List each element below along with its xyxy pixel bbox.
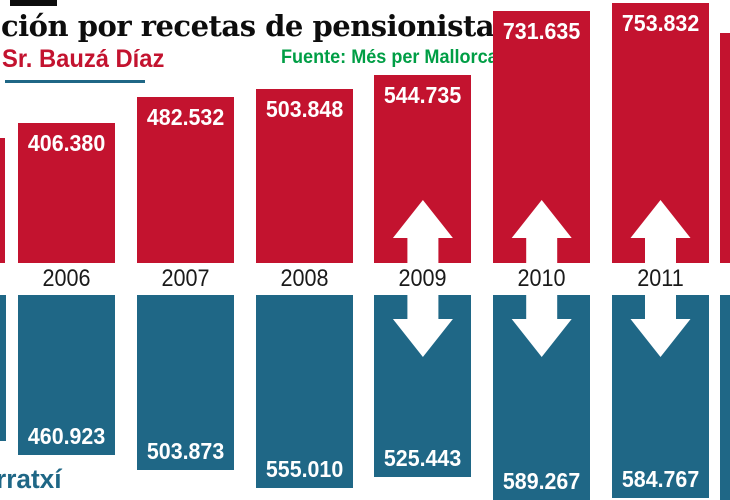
- series-bottom-label: rratxí: [0, 464, 62, 494]
- year-label-2011: 2011: [637, 265, 684, 292]
- bar-top-value-2009: 544.735: [384, 82, 462, 109]
- bar-top-value-2010: 731.635: [503, 17, 581, 44]
- year-label-2009: 2009: [398, 265, 447, 292]
- partial-bar-right-top: [720, 33, 730, 263]
- cropped-header-mark: [10, 0, 57, 6]
- bar-bottom-value-2006: 460.923: [27, 423, 106, 450]
- bar-top-value-2006: 406.380: [27, 129, 106, 156]
- year-label-2010: 2010: [517, 265, 566, 292]
- bar-bottom-2009: 525.443: [374, 295, 472, 478]
- year-label-2006: 2006: [42, 265, 91, 292]
- bar-top-2011: 753.832: [612, 3, 709, 263]
- partial-bar-right-bottom: [720, 295, 730, 500]
- bar-top-2010: 731.635: [493, 10, 591, 263]
- series-top-label: Sr. Bauzá Díaz: [2, 45, 165, 73]
- bar-top-2006: 406.380: [18, 122, 115, 263]
- bar-bottom-value-2009: 525.443: [384, 445, 462, 472]
- year-label-2007: 2007: [161, 265, 210, 292]
- bar-top-value-2011: 753.832: [621, 10, 700, 37]
- bar-top-2009: 544.735: [374, 75, 472, 263]
- bar-bottom-value-2010: 589.267: [503, 467, 581, 494]
- bar-top-2008: 503.848: [255, 89, 353, 263]
- bar-bottom-2008: 555.010: [255, 295, 353, 488]
- legend-underline: [5, 80, 145, 83]
- bar-bottom-2007: 503.873: [136, 295, 234, 470]
- source-label: Fuente: Més per Mallorca: [281, 47, 498, 68]
- partial-bar-left-bottom: [0, 295, 6, 441]
- bar-bottom-2006: 460.923: [18, 295, 115, 456]
- bar-top-value-2007: 482.532: [146, 103, 224, 130]
- bar-bottom-value-2007: 503.873: [146, 437, 224, 464]
- partial-bar-left-top: [0, 138, 5, 263]
- bar-bottom-2011: 584.767: [612, 295, 709, 499]
- bar-bottom-2010: 589.267: [493, 295, 591, 500]
- bar-bottom-value-2011: 584.767: [621, 466, 700, 493]
- chart-title: ción por recetas de pensionistas: [1, 9, 510, 43]
- bar-top-2007: 482.532: [136, 96, 234, 263]
- year-label-2008: 2008: [280, 265, 329, 292]
- bar-top-value-2008: 503.848: [265, 96, 343, 123]
- bar-bottom-value-2008: 555.010: [265, 455, 343, 482]
